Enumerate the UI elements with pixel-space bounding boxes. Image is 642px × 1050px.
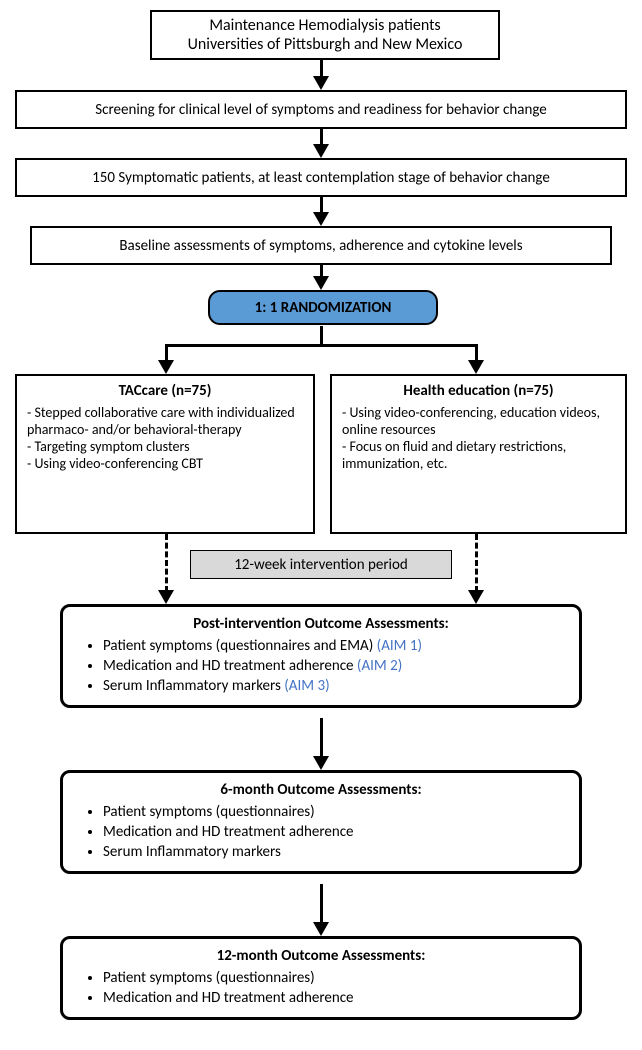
arrow-line (165, 344, 477, 347)
arrowhead-icon (468, 590, 484, 604)
text: Universities of Pittsburgh and New Mexic… (160, 35, 490, 54)
box-population: Maintenance Hemodialysis patients Univer… (150, 10, 500, 60)
arrow-line (320, 718, 323, 758)
arm-title: TACcare (n=75) (27, 382, 303, 400)
text: Serum Inflammatory markers (103, 677, 284, 695)
box-post-intervention: Post-intervention Outcome Assessments: P… (60, 604, 582, 708)
arrowhead-icon (313, 922, 329, 936)
bullet-list: Patient symptoms (questionnaires) Medica… (75, 969, 567, 1007)
box-symptomatic: 150 Symptomatic patients, at least conte… (15, 158, 627, 197)
arrowhead-icon (313, 276, 329, 290)
list-item: Serum Inflammatory markers (103, 843, 567, 861)
list-item: Serum Inflammatory markers (AIM 3) (103, 677, 567, 695)
box-randomization: 1: 1 RANDOMIZATION (208, 290, 438, 325)
text: - Using video-conferencing CBT (27, 455, 303, 472)
text: 150 Symptomatic patients, at least conte… (92, 169, 550, 187)
arrowhead-icon (313, 756, 329, 770)
aim-label: (AIM 2) (357, 657, 402, 675)
box-baseline: Baseline assessments of symptoms, adhere… (30, 226, 612, 265)
arrowhead-icon (158, 590, 174, 604)
text: Patient symptoms (questionnaires and EMA… (103, 637, 377, 655)
dashed-line (475, 534, 478, 592)
list-item: Patient symptoms (questionnaires) (103, 969, 567, 987)
aim-label: (AIM 1) (377, 637, 422, 655)
box-12month: 12-month Outcome Assessments: Patient sy… (60, 936, 582, 1020)
list-item: Medication and HD treatment adherence (A… (103, 657, 567, 675)
text: Screening for clinical level of symptoms… (95, 101, 546, 119)
text: Baseline assessments of symptoms, adhere… (119, 237, 522, 255)
box-taccare-arm: TACcare (n=75) - Stepped collaborative c… (15, 374, 315, 534)
list-item: Medication and HD treatment adherence (103, 823, 567, 841)
box-6month: 6-month Outcome Assessments: Patient sym… (60, 770, 582, 874)
box-screening: Screening for clinical level of symptoms… (15, 90, 627, 129)
arrowhead-icon (313, 144, 329, 158)
list-item: Patient symptoms (questionnaires and EMA… (103, 637, 567, 655)
dashed-line (165, 534, 168, 592)
arm-title: Health education (n=75) (342, 382, 615, 400)
text: 12-week intervention period (234, 556, 408, 574)
list-item: Patient symptoms (questionnaires) (103, 803, 567, 821)
text: - Focus on fluid and dietary restriction… (342, 438, 615, 472)
text: 1: 1 RANDOMIZATION (255, 299, 392, 317)
arrow-line (320, 884, 323, 924)
arrowhead-icon (158, 360, 174, 374)
text: - Targeting symptom clusters (27, 438, 303, 455)
arrowhead-icon (313, 76, 329, 90)
flowchart-container: Maintenance Hemodialysis patients Univer… (10, 10, 632, 1040)
aim-label: (AIM 3) (284, 677, 329, 695)
list-item: Medication and HD treatment adherence (103, 989, 567, 1007)
text: - Using video-conferencing, education vi… (342, 404, 615, 438)
text: - Stepped collaborative care with indivi… (27, 404, 303, 438)
section-title: 12-month Outcome Assessments: (75, 947, 567, 965)
arrowhead-icon (468, 360, 484, 374)
text: Medication and HD treatment adherence (103, 657, 357, 675)
section-title: 6-month Outcome Assessments: (75, 781, 567, 799)
bullet-list: Patient symptoms (questionnaires and EMA… (75, 637, 567, 695)
box-intervention-period: 12-week intervention period (190, 550, 452, 579)
arrow-line (320, 326, 323, 344)
box-healthed-arm: Health education (n=75) - Using video-co… (330, 374, 627, 534)
arrowhead-icon (313, 212, 329, 226)
section-title: Post-intervention Outcome Assessments: (75, 615, 567, 633)
bullet-list: Patient symptoms (questionnaires) Medica… (75, 803, 567, 861)
text: Maintenance Hemodialysis patients (160, 16, 490, 35)
